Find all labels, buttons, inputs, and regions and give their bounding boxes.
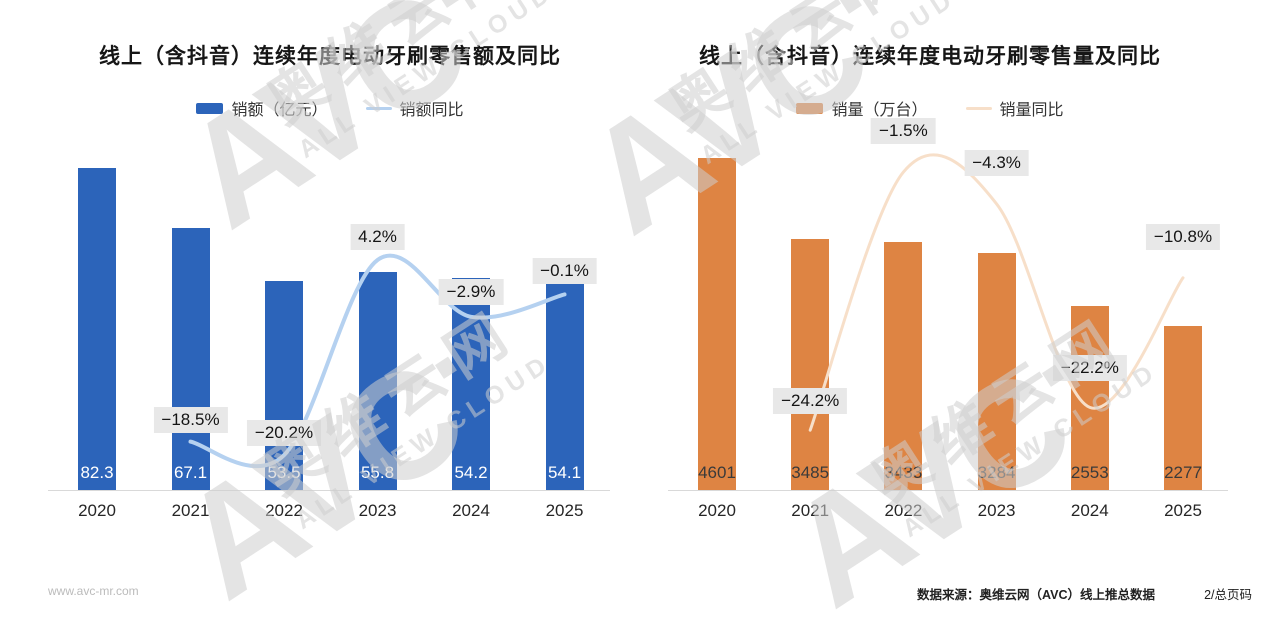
bar-2020[interactable] <box>698 157 736 490</box>
bar-value-label-2025: 2277 <box>1164 463 1202 482</box>
x-axis-label-2025: 2025 <box>545 501 584 520</box>
x-axis-label-2022: 2022 <box>884 501 923 520</box>
legend-item-sales-volume-yoy[interactable]: 销量同比 <box>965 96 1064 120</box>
x-axis-label-2021: 2021 <box>171 501 210 520</box>
legend-item-sales-amount-yoy[interactable]: 销额同比 <box>365 96 464 120</box>
yoy-label-2021: −18.5% <box>153 406 228 433</box>
yoy-label-2025: −10.8% <box>1145 223 1221 250</box>
bar-2024[interactable] <box>452 277 490 490</box>
bar-value-label-2022: 53.5 <box>267 463 301 482</box>
bar-2023[interactable] <box>977 253 1016 490</box>
x-axis-label-2024: 2024 <box>452 501 490 520</box>
bar-series-swatch-icon <box>196 102 224 114</box>
x-axis-label-2021: 2021 <box>791 501 830 520</box>
bar-value-label-2024: 54.2 <box>454 463 488 482</box>
bar-2025[interactable] <box>545 278 584 490</box>
legend-item-sales-amount[interactable]: 销额（亿元） <box>196 96 328 120</box>
x-axis-label-2025: 2025 <box>1164 501 1202 520</box>
x-axis-line <box>668 490 1228 491</box>
yoy-label-2024: −22.2% <box>1052 355 1127 382</box>
legend-retail-value: 销额（亿元） 销额同比 <box>40 96 620 120</box>
bar-series-swatch-icon <box>796 102 824 114</box>
yoy-label-2022: −1.5% <box>871 118 936 145</box>
yoy-label-2023: −4.3% <box>964 149 1029 176</box>
x-axis-label-2024: 2024 <box>1070 501 1109 520</box>
footer-page-number: 2/总页码 <box>1204 588 1252 602</box>
line-series-swatch-icon <box>965 106 992 110</box>
legend-retail-volume: 销量（万台） 销量同比 <box>640 96 1220 120</box>
legend-label-sales-volume-yoy: 销量同比 <box>999 102 1064 119</box>
x-axis-line <box>48 490 610 491</box>
legend-item-sales-volume[interactable]: 销量（万台） <box>796 96 928 120</box>
bar-value-label-2021: 3485 <box>791 463 830 482</box>
x-axis-label-2023: 2023 <box>977 501 1016 520</box>
x-axis-label-2022: 2022 <box>265 501 303 520</box>
bar-2022[interactable] <box>884 242 923 490</box>
bar-2020[interactable] <box>78 168 116 490</box>
chart-title-retail-value: 线上（含抖音）连续年度电动牙刷零售额及同比 <box>99 45 561 68</box>
legend-label-sales-amount-yoy: 销额同比 <box>399 102 464 119</box>
bar-value-label-2020: 82.3 <box>80 463 114 482</box>
bar-value-label-2023: 3284 <box>977 463 1016 482</box>
x-axis-label-2020: 2020 <box>78 501 116 520</box>
bar-2022[interactable] <box>265 280 303 490</box>
footer-data-source: 数据来源：奥维云网（AVC）线上推总数据 <box>917 588 1155 602</box>
line-series-swatch-icon <box>365 106 392 110</box>
bar-2023[interactable] <box>358 271 397 490</box>
bar-value-label-2020: 4601 <box>698 463 736 482</box>
yoy-label-2022: −20.2% <box>246 420 322 447</box>
legend-label-sales-amount: 销额（亿元） <box>231 102 328 119</box>
x-axis-label-2020: 2020 <box>698 501 736 520</box>
yoy-label-2021: −24.2% <box>773 388 848 415</box>
bar-value-label-2025: 54.1 <box>547 463 582 482</box>
bar-value-label-2023: 55.8 <box>360 463 395 482</box>
bar-2021[interactable] <box>171 227 210 490</box>
bar-value-label-2021: 67.1 <box>173 463 208 482</box>
chart-title-retail-volume: 线上（含抖音）连续年度电动牙刷零售量及同比 <box>699 45 1161 68</box>
bar-value-label-2024: 2553 <box>1070 463 1109 482</box>
yoy-label-2025: −0.1% <box>532 258 597 285</box>
bar-value-label-2022: 3433 <box>884 463 923 482</box>
yoy-label-2023: 4.2% <box>350 224 405 250</box>
bar-2021[interactable] <box>791 238 830 490</box>
footer-website: www.avc-mr.com <box>48 584 139 598</box>
yoy-label-2024: −2.9% <box>438 278 504 305</box>
x-axis-label-2023: 2023 <box>358 501 397 520</box>
legend-label-sales-volume: 销量（万台） <box>831 102 928 119</box>
